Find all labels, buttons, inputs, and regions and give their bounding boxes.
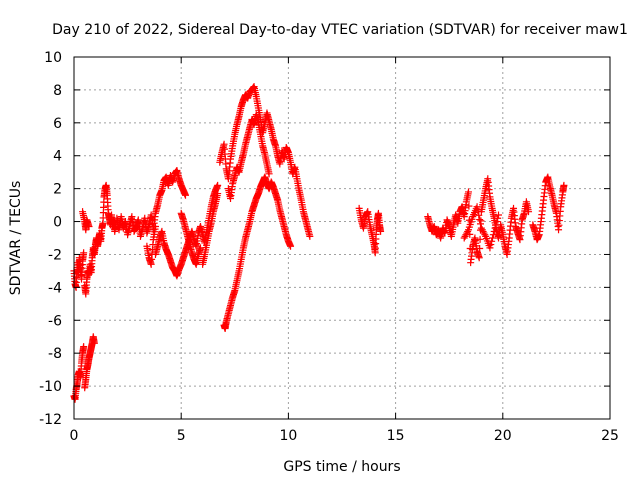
y-tick-label: -2 — [48, 247, 62, 263]
y-axis-label: SDTVAR / TECUs — [8, 181, 24, 296]
data-point-marker — [465, 202, 473, 210]
x-tick-label: 25 — [601, 428, 619, 444]
data-point-marker — [464, 227, 472, 235]
data-point-marker — [525, 208, 533, 216]
data-point-marker — [487, 241, 495, 249]
data-point-marker — [494, 214, 502, 222]
data-point-marker — [80, 343, 88, 351]
y-tick-label: 0 — [53, 215, 62, 231]
data-point-marker — [489, 234, 497, 242]
x-tick-label: 20 — [494, 428, 512, 444]
y-tick-label: -12 — [39, 412, 62, 428]
y-tick-label: -10 — [39, 379, 62, 395]
x-tick-label: 5 — [177, 428, 186, 444]
data-point-marker — [495, 211, 503, 219]
data-point-marker — [461, 232, 469, 240]
data-point-marker — [479, 227, 487, 235]
data-point-marker — [476, 235, 484, 243]
data-point-marker — [474, 207, 482, 215]
data-point-marker — [491, 224, 499, 232]
data-point-marker — [377, 227, 385, 235]
data-point-marker — [490, 227, 498, 235]
data-point-marker — [214, 181, 222, 189]
y-tick-label: -6 — [48, 313, 62, 329]
y-tick-label: 4 — [53, 149, 62, 165]
y-tick-label: 6 — [53, 116, 62, 132]
data-point-marker — [473, 203, 481, 211]
data-point-marker — [80, 249, 88, 257]
data-point-marker — [476, 245, 484, 253]
data-point-marker — [476, 216, 484, 224]
plot-frame — [73, 56, 611, 420]
data-point-marker — [265, 170, 273, 178]
data-point-marker — [151, 222, 159, 230]
y-tick-label: 8 — [53, 83, 62, 99]
data-point-marker — [306, 232, 314, 240]
data-point-marker — [462, 231, 470, 239]
chart-title: Day 210 of 2022, Sidereal Day-to-day VTE… — [52, 22, 628, 38]
data-point-marker — [486, 244, 494, 252]
data-point-marker — [560, 181, 568, 189]
data-point-marker — [488, 237, 496, 245]
x-tick-label: 0 — [70, 428, 79, 444]
data-point-marker — [475, 254, 483, 262]
data-point-marker — [493, 218, 501, 226]
data-point-marker — [492, 221, 500, 229]
data-point-marker — [460, 234, 468, 242]
data-point-marker — [214, 190, 222, 198]
y-tick-label: 2 — [53, 182, 62, 198]
x-tick-label: 15 — [387, 428, 405, 444]
data-points — [70, 83, 568, 403]
data-point-marker — [480, 229, 488, 237]
data-point-marker — [478, 226, 486, 234]
x-axis-label: GPS time / hours — [283, 459, 400, 475]
data-point-marker — [464, 188, 472, 196]
y-tick-label: -8 — [48, 346, 62, 362]
y-tick-label: -4 — [48, 280, 62, 296]
data-point-marker — [477, 220, 485, 228]
data-point-marker — [477, 224, 485, 232]
data-point-marker — [475, 211, 483, 219]
data-point-marker — [90, 339, 98, 347]
data-point-marker — [463, 229, 471, 237]
grid-lines — [74, 57, 610, 419]
data-point-marker — [481, 231, 489, 239]
y-tick-label: 10 — [44, 50, 62, 66]
data-point-marker — [85, 222, 93, 230]
data-point-marker — [489, 231, 497, 239]
data-point-marker — [287, 242, 295, 250]
data-point-marker — [181, 191, 189, 199]
x-tick-label: 10 — [279, 428, 297, 444]
